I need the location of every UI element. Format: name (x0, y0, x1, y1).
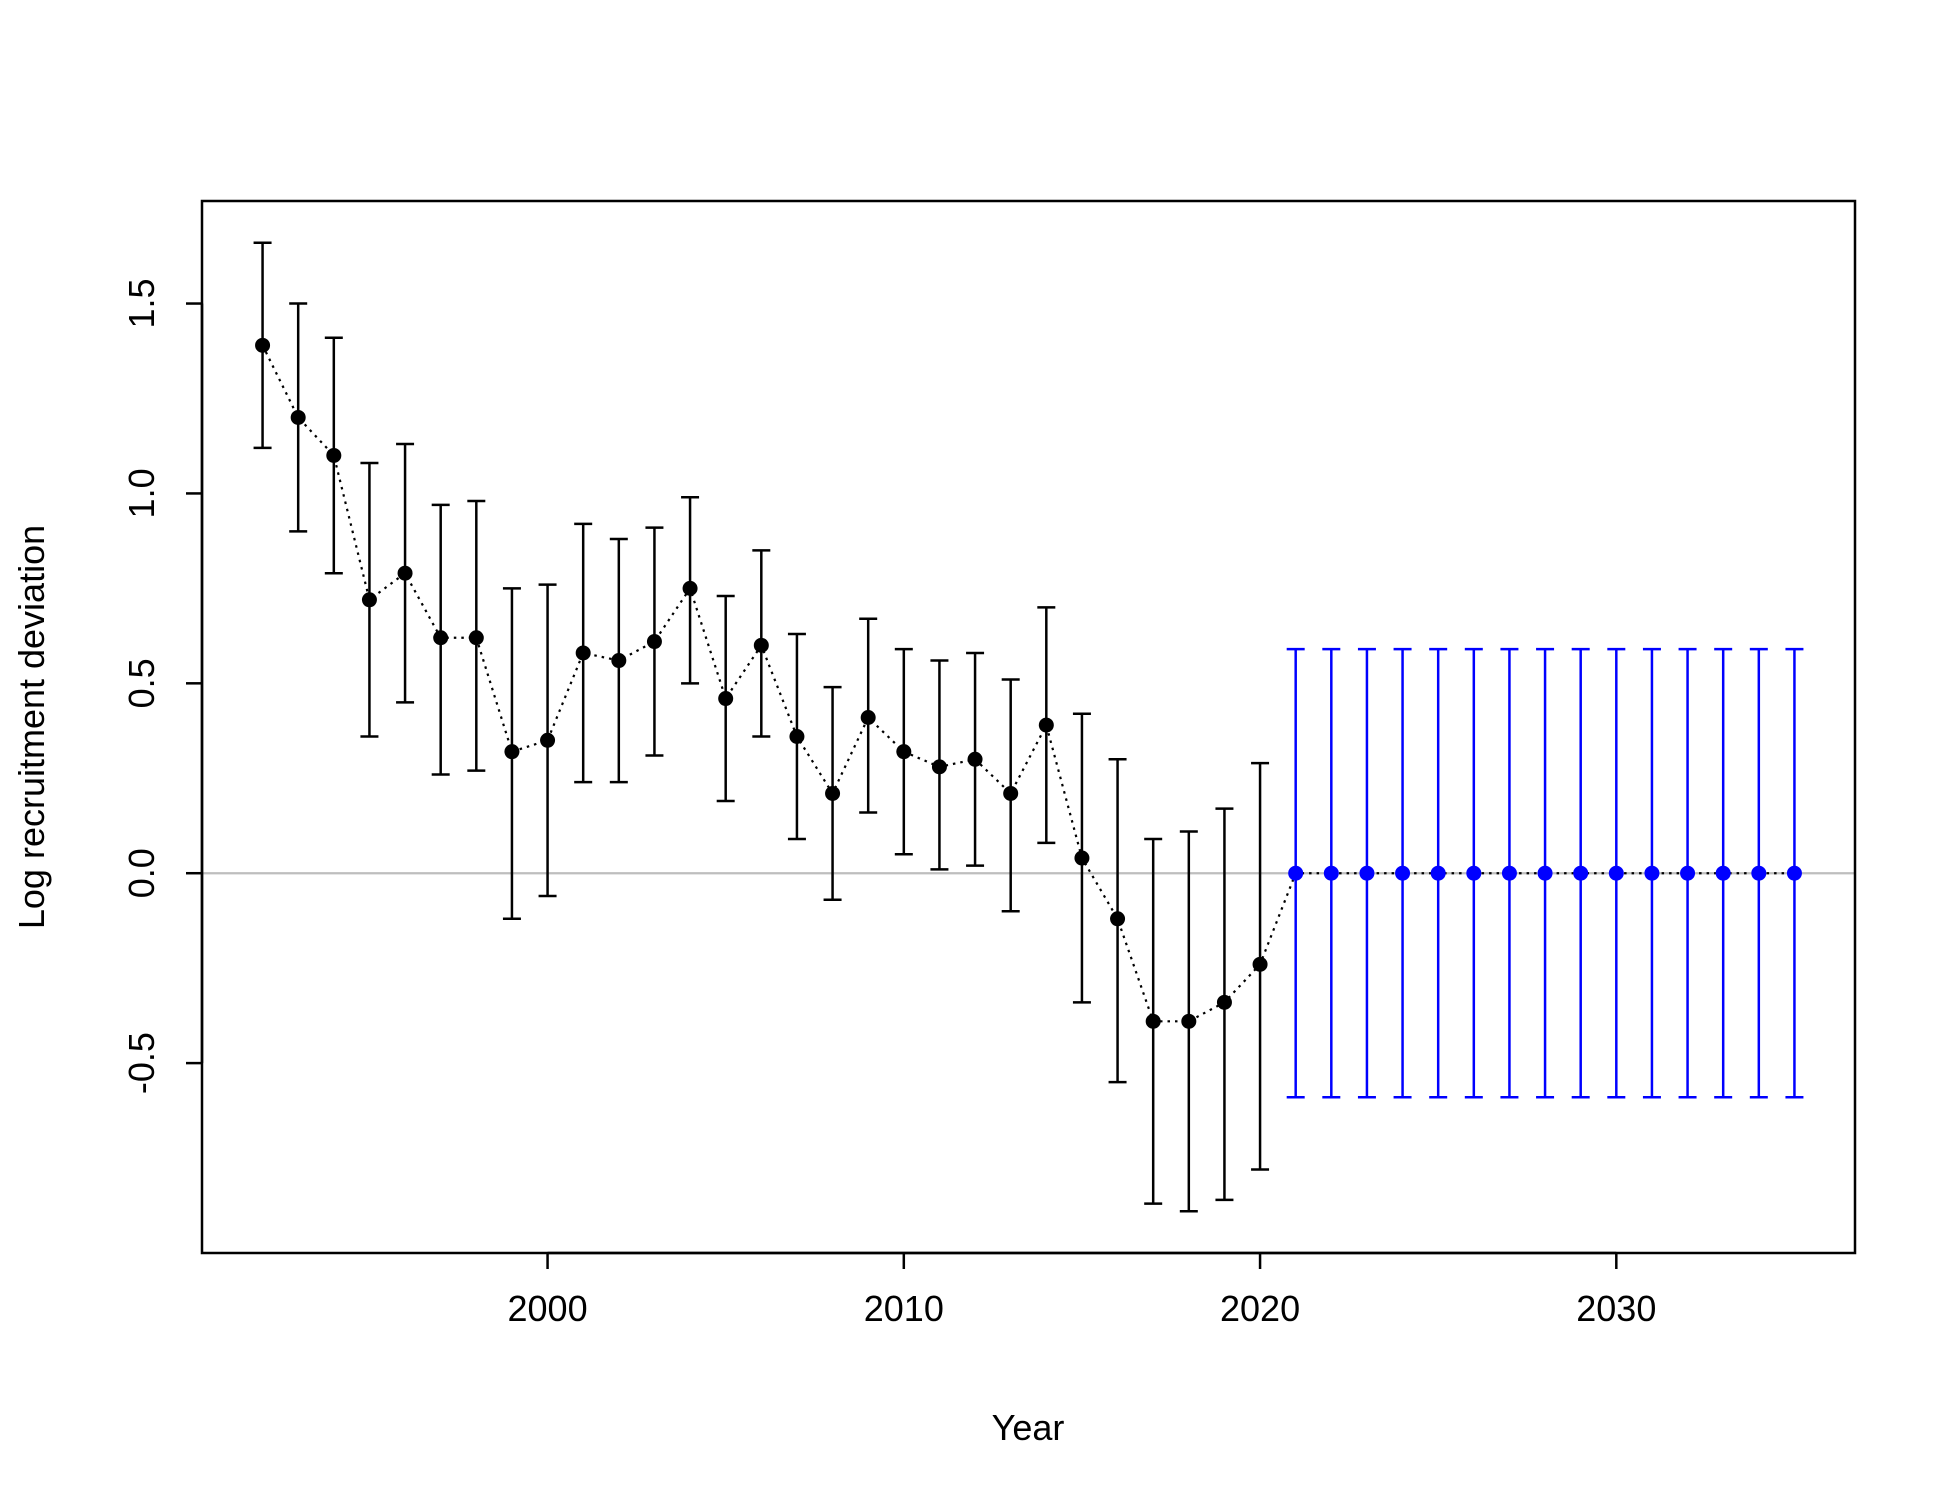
data-point (1680, 865, 1696, 881)
y-tick-label: 0.0 (121, 848, 162, 898)
data-point (896, 744, 912, 760)
data-point (1573, 865, 1589, 881)
data-point (611, 653, 627, 669)
y-tick-label: -0.5 (121, 1032, 162, 1094)
data-point (255, 337, 271, 353)
data-point (1252, 956, 1268, 972)
data-point (540, 732, 556, 748)
data-point (1003, 785, 1019, 801)
data-point (1608, 865, 1624, 881)
y-tick-label: 0.5 (121, 658, 162, 708)
x-tick-label: 2030 (1576, 1288, 1656, 1329)
data-point (397, 565, 413, 581)
data-point (753, 637, 769, 653)
data-point (1501, 865, 1517, 881)
data-point (1786, 865, 1802, 881)
data-point (1751, 865, 1767, 881)
y-axis-label: Log recruitment deviation (11, 525, 52, 929)
data-point (1359, 865, 1375, 881)
y-tick-label: 1.5 (121, 279, 162, 329)
x-tick-label: 2000 (508, 1288, 588, 1329)
data-point (1216, 994, 1232, 1010)
data-point (718, 691, 734, 707)
data-point (1323, 865, 1339, 881)
data-point (1430, 865, 1446, 881)
x-tick-label: 2010 (864, 1288, 944, 1329)
data-point (468, 630, 484, 646)
data-point (682, 580, 698, 596)
data-point (789, 728, 805, 744)
x-tick-label: 2020 (1220, 1288, 1300, 1329)
data-point (1644, 865, 1660, 881)
data-point (1181, 1013, 1197, 1029)
data-point (575, 645, 591, 661)
data-point (646, 634, 662, 650)
y-tick-label: 1.0 (121, 468, 162, 518)
data-point (1288, 865, 1304, 881)
points-layer (255, 337, 1802, 1029)
data-point (1145, 1013, 1161, 1029)
data-point (1537, 865, 1553, 881)
x-axis: 2000 2010 2020 2030 (508, 1251, 1656, 1329)
data-point (1110, 911, 1126, 927)
data-point (290, 409, 306, 425)
data-point (504, 744, 520, 760)
data-point (860, 710, 876, 726)
x-axis-label: Year (992, 1407, 1065, 1448)
data-point (361, 592, 377, 608)
data-point (326, 447, 342, 463)
data-point (967, 751, 983, 767)
data-point (1074, 850, 1090, 866)
data-point (433, 630, 449, 646)
data-point (825, 785, 841, 801)
y-axis: -0.5 0.0 0.5 1.0 1.5 (121, 279, 204, 1094)
data-point (1038, 717, 1054, 733)
data-point (1395, 865, 1411, 881)
data-point (931, 759, 947, 775)
data-point (1466, 865, 1482, 881)
data-point (1715, 865, 1731, 881)
